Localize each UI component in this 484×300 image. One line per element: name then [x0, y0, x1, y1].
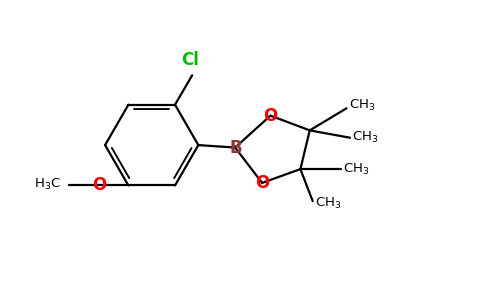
Text: CH$_3$: CH$_3$ — [315, 196, 342, 211]
Text: Cl: Cl — [181, 51, 198, 69]
Text: H$_3$C: H$_3$C — [34, 177, 61, 192]
Text: O: O — [255, 174, 269, 192]
Text: O: O — [92, 176, 106, 194]
Text: CH$_3$: CH$_3$ — [352, 130, 379, 145]
Text: O: O — [263, 106, 278, 124]
Text: CH$_3$: CH$_3$ — [349, 98, 376, 113]
Text: CH$_3$: CH$_3$ — [343, 162, 370, 177]
Text: B: B — [230, 139, 242, 157]
